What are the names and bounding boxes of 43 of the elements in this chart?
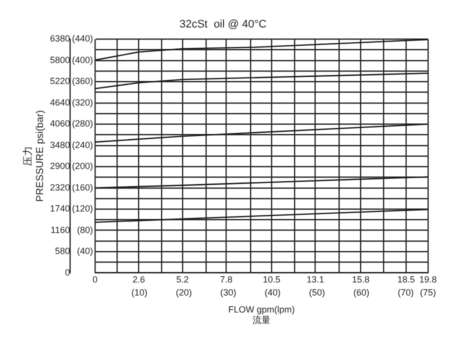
- x2-tick-label: (75): [420, 287, 436, 298]
- x-tick-label: 19.8: [419, 274, 437, 285]
- y-tick-label: 4060: [50, 118, 70, 129]
- x2-tick-label: (50): [309, 287, 326, 298]
- y-tick-label: 1740: [50, 204, 70, 214]
- x-tick-label: 15.8: [352, 274, 370, 285]
- x-tick-label: 13.1: [306, 274, 324, 285]
- x-tick-label: 2.6: [132, 274, 146, 285]
- y-tick-label: 580: [54, 246, 70, 256]
- x2-tick-label: (30): [220, 287, 236, 298]
- x2-tick-label: (70): [398, 287, 414, 298]
- y2-tick-label: (80): [77, 224, 94, 235]
- y2-tick-label: (400): [72, 54, 94, 65]
- y-tick-label: 5220: [50, 76, 70, 86]
- y-tick-label: 0: [65, 267, 70, 278]
- y-tick-label: 2900: [50, 161, 70, 172]
- x-tick-label: 10.5: [262, 274, 280, 285]
- x-tick-label: 18.5: [397, 274, 415, 285]
- x-tick-label: 5.2: [176, 274, 189, 285]
- x-tick-label: 7.8: [220, 274, 232, 285]
- y-tick-label: 6380: [50, 34, 70, 44]
- y2-tick-label: (200): [72, 161, 94, 172]
- x-axis-title: FLOW gpm(lpm) 流量: [228, 304, 295, 326]
- chart-title: 32cSt oil @ 40°C: [179, 18, 267, 31]
- y2-tick-label: (240): [72, 140, 94, 150]
- y2-tick-label: (40): [77, 246, 94, 256]
- y-tick-label: 4640: [50, 97, 70, 108]
- y2-tick-label: (160): [72, 182, 94, 192]
- y2-tick-label: (440): [72, 34, 94, 44]
- y2-tick-label: (320): [72, 97, 94, 108]
- y-tick-label: 3480: [50, 140, 70, 150]
- y-tick-label: 2320: [50, 182, 70, 192]
- y2-tick-label: (360): [72, 76, 94, 86]
- x2-tick-label: (60): [353, 287, 370, 298]
- x-tick-label: 0: [92, 274, 98, 285]
- y-tick-label: 5800: [50, 54, 70, 65]
- y2-tick-label: (280): [72, 118, 94, 129]
- x2-tick-label: (40): [264, 287, 281, 298]
- y-tick-label: 1160: [50, 224, 70, 235]
- y2-tick-label: (120): [72, 204, 94, 214]
- x2-tick-label: (10): [131, 287, 148, 298]
- y-axis-title: 压力 PRESSURE psi(bar): [22, 110, 46, 202]
- x2-tick-label: (20): [176, 287, 192, 298]
